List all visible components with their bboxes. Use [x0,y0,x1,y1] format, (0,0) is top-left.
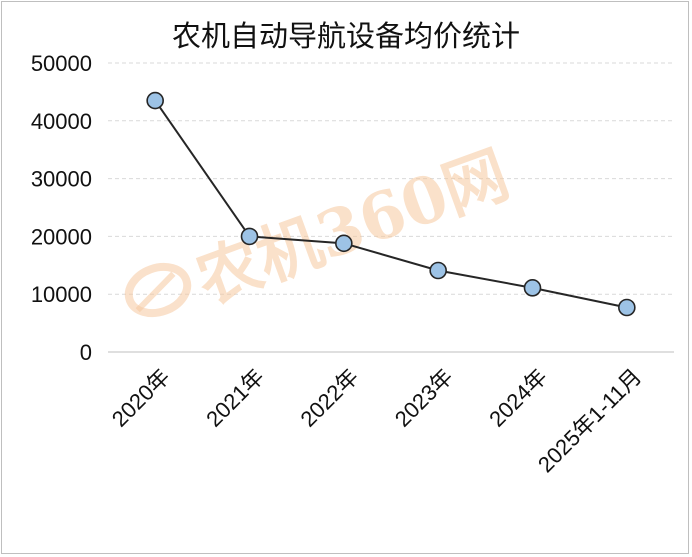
y-tick-label: 20000 [31,224,92,249]
data-point [240,227,259,246]
chart-title: 农机自动导航设备均价统计 [172,19,520,53]
data-point [429,261,447,280]
series-points [146,91,636,317]
y-tick-label: 50000 [31,51,92,76]
x-tick-label: 2023年 [390,364,458,432]
y-tick-label: 30000 [31,167,92,192]
series-line [154,99,628,309]
y-tick-label: 10000 [31,282,92,307]
gridlines [108,62,674,353]
x-tick-label: 2021年 [201,364,269,432]
data-point [523,279,542,297]
y-tick-label: 40000 [31,109,92,134]
data-point [335,234,353,253]
x-tick-label: 2020年 [107,364,175,432]
x-tick-label: 2024年 [484,364,552,432]
y-tick-label: 0 [80,340,92,365]
leaf-logo-icon [124,262,192,318]
y-axis-ticks: 0 10000 20000 30000 40000 50000 [31,51,92,365]
watermark-text: 农机360网 [187,137,519,319]
data-point [146,91,164,110]
series-polyline [154,99,628,309]
x-tick-label: 2022年 [296,364,364,432]
data-point [618,298,636,317]
watermark: 农机360网 [124,137,519,319]
